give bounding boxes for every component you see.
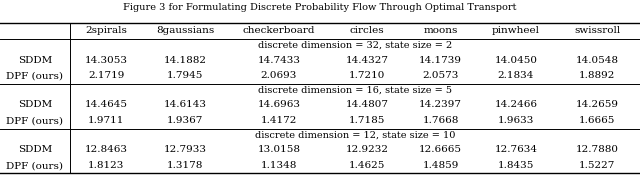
Text: 12.7634: 12.7634	[495, 145, 538, 154]
Text: checkerboard: checkerboard	[243, 26, 315, 35]
Text: SDDM: SDDM	[18, 56, 52, 65]
Text: 14.1882: 14.1882	[164, 56, 207, 65]
Text: 14.3053: 14.3053	[84, 56, 128, 65]
Text: circles: circles	[349, 26, 385, 35]
Text: 12.8463: 12.8463	[84, 145, 128, 154]
Text: 8gaussians: 8gaussians	[156, 26, 214, 35]
Text: 2.1834: 2.1834	[498, 71, 534, 80]
Text: 2.1719: 2.1719	[88, 71, 124, 80]
Text: 2spirals: 2spirals	[85, 26, 127, 35]
Text: 14.0450: 14.0450	[495, 56, 538, 65]
Text: 2.0693: 2.0693	[260, 71, 297, 80]
Text: swissroll: swissroll	[574, 26, 620, 35]
Text: 1.7668: 1.7668	[422, 116, 459, 125]
Text: 1.5227: 1.5227	[579, 161, 616, 170]
Text: 12.7933: 12.7933	[164, 145, 207, 154]
Text: Figure 3 for Formulating Discrete Probability Flow Through Optimal Transport: Figure 3 for Formulating Discrete Probab…	[124, 3, 516, 12]
Text: 12.9232: 12.9232	[346, 145, 388, 154]
Text: 14.4327: 14.4327	[346, 56, 388, 65]
Text: 14.6143: 14.6143	[164, 100, 207, 109]
Text: 1.3178: 1.3178	[167, 161, 204, 170]
Text: SDDM: SDDM	[18, 100, 52, 109]
Text: discrete dimension = 12, state size = 10: discrete dimension = 12, state size = 10	[255, 131, 455, 140]
Text: discrete dimension = 32, state size = 2: discrete dimension = 32, state size = 2	[258, 41, 452, 50]
Text: SDDM: SDDM	[18, 145, 52, 154]
Text: 1.9633: 1.9633	[498, 116, 534, 125]
Text: 13.0158: 13.0158	[257, 145, 300, 154]
Text: 1.8123: 1.8123	[88, 161, 124, 170]
Text: DPF (ours): DPF (ours)	[6, 116, 63, 125]
Text: DPF (ours): DPF (ours)	[6, 71, 63, 80]
Text: 14.7433: 14.7433	[257, 56, 300, 65]
Text: 14.2397: 14.2397	[419, 100, 462, 109]
Text: 1.1348: 1.1348	[260, 161, 297, 170]
Text: 14.4807: 14.4807	[346, 100, 388, 109]
Text: 1.8435: 1.8435	[498, 161, 534, 170]
Text: 14.6963: 14.6963	[257, 100, 300, 109]
Text: 1.7185: 1.7185	[349, 116, 385, 125]
Text: 1.9711: 1.9711	[88, 116, 124, 125]
Text: 1.8892: 1.8892	[579, 71, 616, 80]
Text: 1.7945: 1.7945	[167, 71, 204, 80]
Text: 14.2659: 14.2659	[576, 100, 619, 109]
Text: 1.9367: 1.9367	[167, 116, 204, 125]
Text: 1.4172: 1.4172	[260, 116, 297, 125]
Text: DPF (ours): DPF (ours)	[6, 161, 63, 170]
Text: 14.1739: 14.1739	[419, 56, 462, 65]
Text: moons: moons	[423, 26, 458, 35]
Text: 14.2466: 14.2466	[495, 100, 538, 109]
Text: 1.4625: 1.4625	[349, 161, 385, 170]
Text: 1.6665: 1.6665	[579, 116, 616, 125]
Text: 14.4645: 14.4645	[84, 100, 128, 109]
Text: 2.0573: 2.0573	[422, 71, 459, 80]
Text: discrete dimension = 16, state size = 5: discrete dimension = 16, state size = 5	[258, 86, 452, 95]
Text: 14.0548: 14.0548	[576, 56, 619, 65]
Text: 12.7880: 12.7880	[576, 145, 619, 154]
Text: 12.6665: 12.6665	[419, 145, 462, 154]
Text: 1.4859: 1.4859	[422, 161, 459, 170]
Text: 1.7210: 1.7210	[349, 71, 385, 80]
Text: pinwheel: pinwheel	[492, 26, 540, 35]
